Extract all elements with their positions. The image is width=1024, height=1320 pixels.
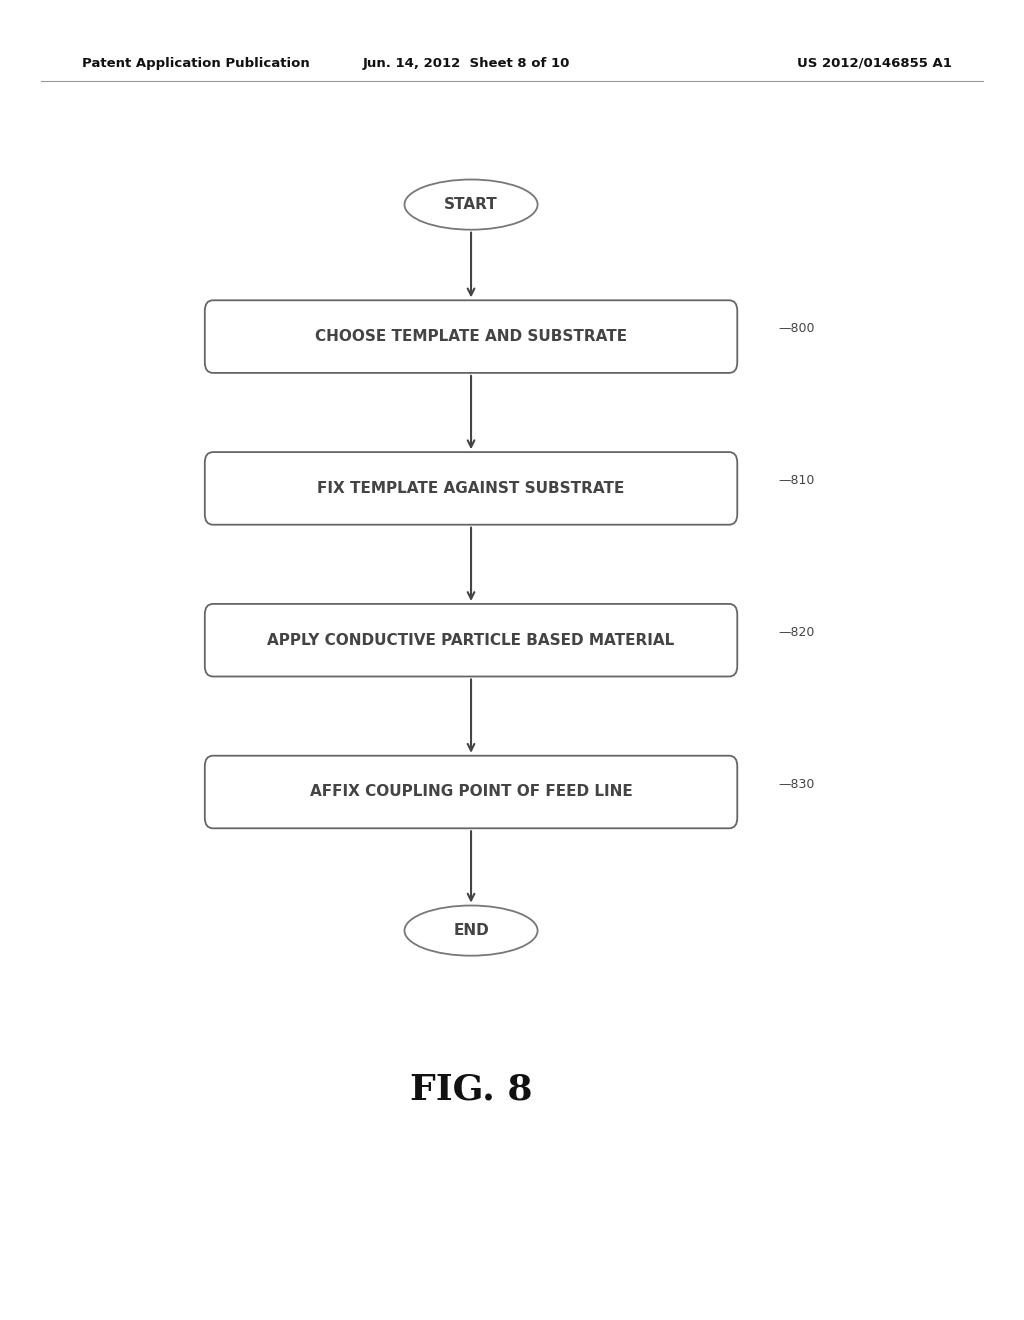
Text: Jun. 14, 2012  Sheet 8 of 10: Jun. 14, 2012 Sheet 8 of 10 <box>362 57 569 70</box>
Text: Patent Application Publication: Patent Application Publication <box>82 57 309 70</box>
Text: FIG. 8: FIG. 8 <box>410 1072 532 1106</box>
Text: AFFIX COUPLING POINT OF FEED LINE: AFFIX COUPLING POINT OF FEED LINE <box>309 784 633 800</box>
FancyBboxPatch shape <box>205 605 737 676</box>
Text: —820: —820 <box>778 626 815 639</box>
Text: FIX TEMPLATE AGAINST SUBSTRATE: FIX TEMPLATE AGAINST SUBSTRATE <box>317 480 625 496</box>
Ellipse shape <box>404 180 538 230</box>
FancyBboxPatch shape <box>205 451 737 524</box>
Text: START: START <box>444 197 498 213</box>
Text: —800: —800 <box>778 322 815 335</box>
FancyBboxPatch shape <box>205 300 737 372</box>
Text: —830: —830 <box>778 777 815 791</box>
Text: US 2012/0146855 A1: US 2012/0146855 A1 <box>798 57 952 70</box>
FancyBboxPatch shape <box>205 755 737 829</box>
Text: —810: —810 <box>778 474 815 487</box>
Ellipse shape <box>404 906 538 956</box>
Text: END: END <box>454 923 488 939</box>
Text: APPLY CONDUCTIVE PARTICLE BASED MATERIAL: APPLY CONDUCTIVE PARTICLE BASED MATERIAL <box>267 632 675 648</box>
Text: CHOOSE TEMPLATE AND SUBSTRATE: CHOOSE TEMPLATE AND SUBSTRATE <box>315 329 627 345</box>
